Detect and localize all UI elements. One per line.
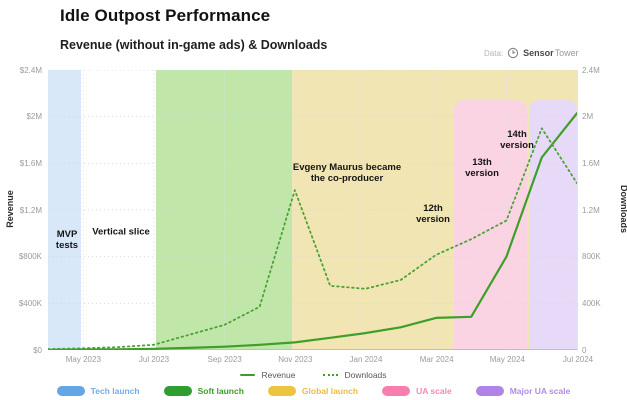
legend-phases: Tech launch Soft launch Global launch UA sc… (0, 386, 627, 396)
x-axis-tick-label: Nov 2023 (278, 355, 313, 364)
phase-pill-icon (382, 386, 411, 396)
y-left-tick-label: $400K (18, 298, 42, 308)
y-left-tick-label: $2.4M (19, 65, 42, 75)
phase-label: Major UA scale (509, 386, 571, 396)
phase-label: Soft launch (197, 386, 244, 396)
phase-pill-icon (267, 386, 296, 396)
annotations-layer: MVP tests Vertical slice Evgeny Maurus bec… (48, 70, 577, 350)
phase-pill-icon (56, 386, 85, 396)
y-left-tick-label: $2M (26, 112, 42, 122)
revenue-line (48, 112, 577, 350)
downloads-line (48, 127, 577, 350)
y-right-tick-label: 1.6M (582, 158, 600, 168)
annotation-12th-version: 12th version (416, 202, 450, 225)
annotation-mvp-tests: MVP tests (55, 228, 79, 251)
y-left-tick-label: $1.6M (19, 158, 42, 168)
y-right-tick-label: 800K (582, 252, 601, 262)
x-axis-tick-label: Sep 2023 (207, 355, 242, 364)
legend-phase-major-ua-scale: Major UA scale (475, 386, 571, 396)
y-axis-title-revenue: Revenue (5, 190, 15, 228)
legend-phase-global-launch: Global launch (267, 386, 359, 396)
legend-item-downloads: Downloads (323, 370, 387, 380)
phase-pill-icon (475, 386, 504, 396)
plot-area: MVP tests Vertical slice Evgeny Maurus bec… (48, 70, 578, 350)
phase-label: UA scale (416, 386, 452, 396)
annotation-13th-version: 13th version (465, 156, 499, 179)
sensortower-logo-icon (507, 47, 519, 59)
band-ua-scale (454, 100, 528, 350)
x-axis-tick-label: Jul 2024 (562, 355, 594, 364)
y-left-tick-label: $800K (18, 252, 42, 262)
y-axis-title-downloads: Downloads (619, 184, 627, 233)
annotation-vertical-slice: Vertical slice (92, 226, 150, 238)
x-axis-tick-label: May 2024 (489, 355, 525, 364)
data-source-brand-light: Tower (554, 48, 579, 58)
phase-label: Global launch (301, 386, 359, 396)
phase-pill-icon (163, 386, 192, 396)
phase-label: Tech launch (90, 386, 140, 396)
revenue-line-swatch-icon (240, 374, 256, 376)
data-source-prefix: Data: (484, 48, 504, 58)
line-chart (48, 70, 577, 350)
annotation-14th-version: 14th version (500, 128, 534, 151)
legend-phase-ua-scale: UA scale (382, 386, 452, 396)
legend-series: Revenue Downloads (0, 370, 627, 380)
data-source: Data: Sensor Tower (484, 47, 579, 59)
y-axis-right-ticks: 2.4M 2M 1.6M 1.2M 800K 400K 0 (582, 0, 626, 400)
legend-downloads-label: Downloads (344, 370, 387, 380)
x-axis-tick-label: Mar 2024 (419, 355, 454, 364)
y-left-tick-label: $1.2M (19, 205, 42, 215)
x-axis-tick-label: May 2023 (65, 355, 101, 364)
legend-phase-tech-launch: Tech launch (56, 386, 140, 396)
y-right-tick-label: 400K (582, 298, 601, 308)
x-axis-tick-label: Jan 2024 (349, 355, 383, 364)
y-right-tick-label: 2M (582, 112, 594, 122)
x-axis-tick-label: Jul 2023 (138, 355, 170, 364)
y-right-tick-label: 2.4M (582, 65, 600, 75)
y-right-tick-label: 1.2M (582, 205, 600, 215)
chart-subtitle: Revenue (without in-game ads) & Download… (60, 38, 328, 52)
y-right-tick-label: 0 (582, 345, 587, 355)
legend-item-revenue: Revenue (240, 370, 295, 380)
page-title: Idle Outpost Performance (60, 6, 271, 25)
annotation-evgeny-coproducer: Evgeny Maurus became the co-producer (292, 161, 402, 184)
y-axis-left-ticks: $2.4M $2M $1.6M $1.2M $800K $400K $0 (0, 0, 44, 400)
legend-phase-soft-launch: Soft launch (163, 386, 244, 396)
downloads-line-swatch-icon (323, 374, 339, 376)
y-left-tick-label: $0 (33, 345, 42, 355)
legend-revenue-label: Revenue (261, 370, 296, 380)
data-source-brand-bold: Sensor (523, 48, 554, 58)
